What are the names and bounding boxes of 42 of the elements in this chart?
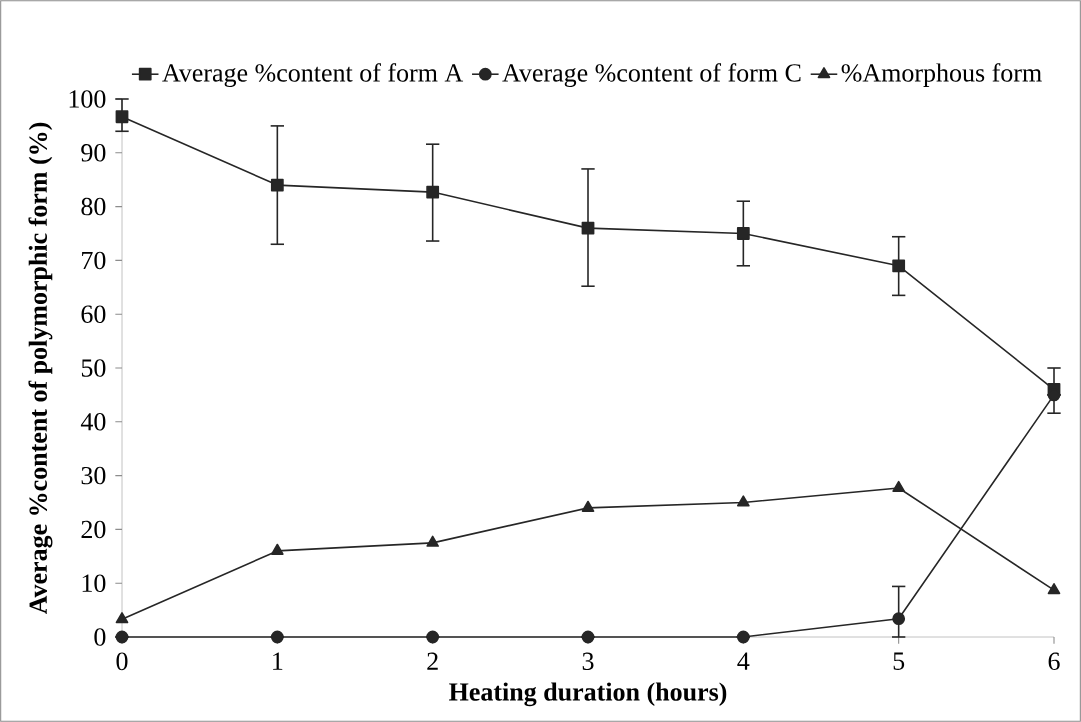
point bbox=[270, 543, 284, 555]
point bbox=[115, 630, 129, 644]
x-tick-label: 6 bbox=[1048, 652, 1060, 671]
point bbox=[270, 630, 284, 644]
point bbox=[736, 630, 750, 644]
y-tick-label: 0 bbox=[94, 628, 106, 646]
y-tick-label: 60 bbox=[81, 305, 106, 323]
x-axis-title: Heating duration (hours) bbox=[449, 682, 727, 707]
point bbox=[426, 535, 440, 547]
x-tick-label: 2 bbox=[427, 652, 438, 670]
y-tick-label: 30 bbox=[81, 466, 106, 485]
legend-label: Average %content of form C bbox=[502, 63, 801, 88]
point bbox=[426, 630, 440, 644]
y-tick-label: 70 bbox=[82, 251, 106, 270]
y-tick-label: 50 bbox=[81, 359, 106, 377]
point bbox=[581, 500, 595, 512]
point bbox=[581, 630, 595, 644]
y-tick-label: 10 bbox=[82, 574, 106, 592]
point bbox=[270, 178, 284, 192]
point bbox=[892, 259, 906, 273]
y-tick-label: 100 bbox=[69, 90, 106, 108]
point bbox=[115, 110, 129, 124]
y-axis-title: Average %content of polymorphic form (%) bbox=[28, 122, 53, 615]
x-tick-label: 1 bbox=[273, 652, 283, 670]
point bbox=[426, 185, 440, 199]
point bbox=[892, 480, 906, 492]
y-tick-label: 90 bbox=[81, 144, 106, 162]
legend-label: Average %content of form A bbox=[162, 63, 464, 88]
point bbox=[736, 227, 750, 240]
point bbox=[892, 612, 906, 626]
x-tick-label: 3 bbox=[582, 652, 594, 671]
point bbox=[115, 612, 129, 624]
y-tick-label: 80 bbox=[81, 197, 106, 216]
point bbox=[581, 221, 595, 235]
x-tick-label: 0 bbox=[116, 652, 128, 671]
legend-label: %Amorphous form bbox=[841, 63, 1042, 87]
y-tick-label: 40 bbox=[80, 413, 106, 431]
point bbox=[736, 495, 750, 507]
x-tick-label: 5 bbox=[893, 652, 905, 670]
y-tick-label: 20 bbox=[81, 520, 106, 539]
x-tick-label: 4 bbox=[737, 652, 750, 670]
point bbox=[1047, 583, 1061, 595]
